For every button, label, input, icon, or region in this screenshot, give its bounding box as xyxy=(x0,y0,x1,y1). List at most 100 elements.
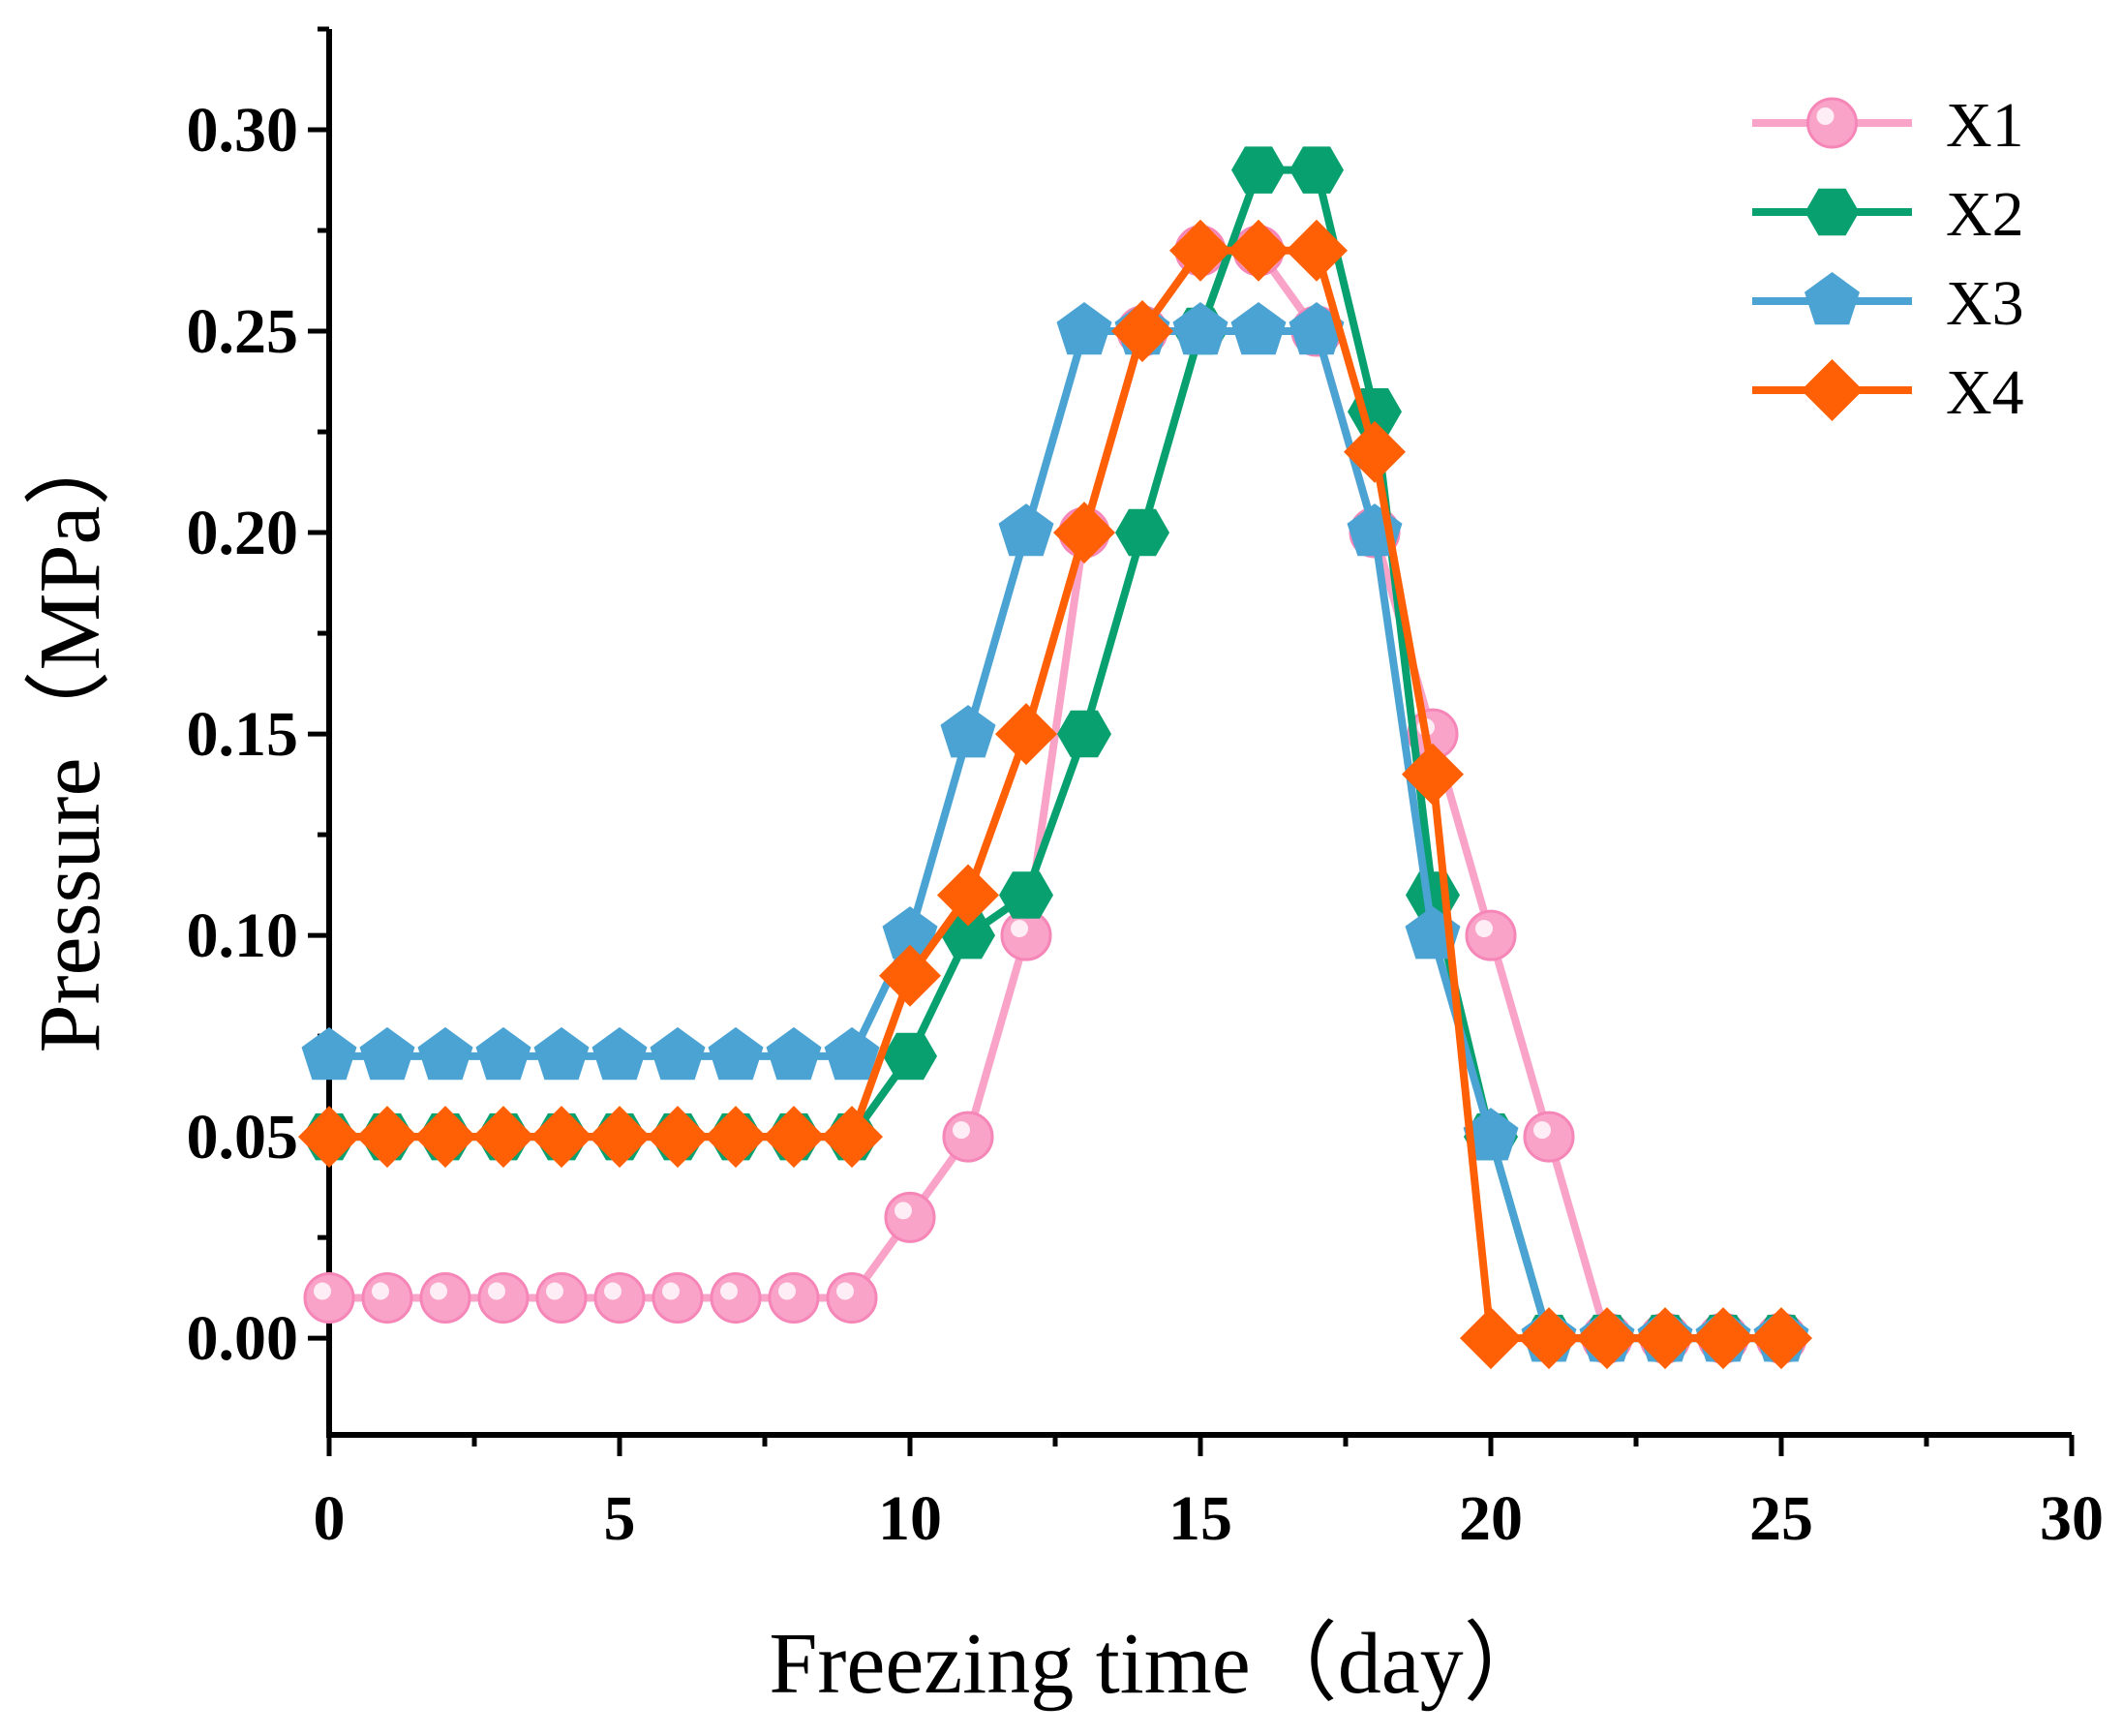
data-point-x1-body xyxy=(1523,1111,1575,1163)
legend-marker xyxy=(1806,97,1858,149)
data-point-x3 xyxy=(940,705,996,758)
data-point-x2 xyxy=(1231,146,1286,194)
data-point-x4 xyxy=(1286,219,1348,282)
axes: 0 5 10 15 20 25 30 0.00 0.05 0.10 0.15 0.20 0.25 0.30 xyxy=(187,26,2104,1554)
data-point-x1-body xyxy=(477,1272,530,1325)
data-point-x4 xyxy=(298,1106,360,1169)
legend-item-x2: X2 xyxy=(1752,179,2024,250)
data-point-x4 xyxy=(1576,1307,1638,1370)
data-point-x1 xyxy=(593,1272,646,1325)
data-point-x3 xyxy=(1289,302,1345,355)
legend-marker xyxy=(1805,272,1860,325)
data-point-x4 xyxy=(414,1106,476,1169)
data-point-x4 xyxy=(937,864,999,927)
legend-marker xyxy=(1805,188,1860,236)
legend-marker xyxy=(1801,359,1864,421)
data-point-x1-body xyxy=(1465,909,1517,961)
data-point-x3 xyxy=(1056,302,1112,355)
data-point-x4 xyxy=(1692,1307,1754,1370)
data-point-x4 xyxy=(1228,219,1289,282)
legend-label: X3 xyxy=(1946,268,2024,339)
data-point-x1 xyxy=(303,1272,355,1325)
data-point-x1-body xyxy=(884,1191,936,1243)
data-point-x1 xyxy=(710,1272,762,1325)
data-point-x4 xyxy=(647,1106,709,1169)
data-point-x1 xyxy=(652,1272,704,1325)
data-point-x3 xyxy=(1172,302,1228,355)
data-point-x1 xyxy=(826,1272,878,1325)
data-point-x3 xyxy=(591,1026,648,1081)
legend-item-x1: X1 xyxy=(1752,90,2024,161)
series-x3 xyxy=(301,302,1809,1362)
data-point-x2 xyxy=(1289,146,1344,194)
data-point-x4 xyxy=(1460,1307,1522,1370)
data-point-x1-highlight xyxy=(1011,920,1028,938)
y-tick-label: 0.00 xyxy=(187,1303,299,1374)
series-x1 xyxy=(303,225,1807,1364)
data-point-x1-highlight xyxy=(953,1121,970,1140)
data-point-x1 xyxy=(477,1272,530,1325)
data-point-x4 xyxy=(1518,1307,1580,1370)
y-tick-label: 0.20 xyxy=(187,498,299,568)
legend-label: X2 xyxy=(1946,179,2024,250)
data-point-x1-body xyxy=(826,1272,878,1325)
data-point-x2 xyxy=(1057,710,1111,758)
data-point-x1 xyxy=(1523,1111,1575,1163)
data-point-x1-highlight xyxy=(488,1282,505,1300)
data-point-x2 xyxy=(1115,508,1169,557)
x-axis-title: Freezing time（day） xyxy=(769,1616,1550,1712)
data-point-x1 xyxy=(942,1111,994,1163)
data-point-x1-highlight xyxy=(662,1282,680,1300)
x-tick-label: 20 xyxy=(1459,1483,1523,1554)
data-point-x3 xyxy=(824,1026,880,1081)
legend-marker-highlight xyxy=(1816,107,1835,125)
data-point-x4 xyxy=(995,703,1057,766)
data-point-x1-highlight xyxy=(778,1282,796,1300)
data-point-x4 xyxy=(531,1106,592,1169)
data-point-x3 xyxy=(359,1026,415,1081)
data-point-x3 xyxy=(533,1026,590,1081)
series-x4 xyxy=(298,219,1812,1370)
data-point-x4 xyxy=(1169,219,1231,282)
data-point-x3 xyxy=(475,1026,531,1081)
data-point-x4 xyxy=(1402,743,1464,806)
data-point-x1-highlight xyxy=(1533,1121,1551,1140)
y-tick-label: 0.25 xyxy=(187,296,299,367)
y-tick-label: 0.10 xyxy=(187,900,299,971)
legend-item-x4: X4 xyxy=(1752,357,2024,428)
data-point-x1 xyxy=(1000,909,1052,961)
data-point-x4 xyxy=(763,1106,825,1169)
data-point-x4 xyxy=(705,1106,767,1169)
data-point-x3 xyxy=(1230,302,1287,355)
x-tick-label: 10 xyxy=(878,1483,942,1554)
data-point-x3 xyxy=(998,503,1054,557)
data-point-x1-body xyxy=(303,1272,355,1325)
legend-marker-body xyxy=(1806,97,1858,149)
data-point-x3 xyxy=(708,1026,764,1081)
data-point-x4 xyxy=(1053,502,1115,564)
data-point-x1-body xyxy=(768,1272,820,1325)
data-point-x1-body xyxy=(710,1272,762,1325)
data-point-x4 xyxy=(356,1106,418,1169)
legend: X1 X2 X3 X4 xyxy=(1752,90,2024,428)
data-point-x4 xyxy=(879,944,941,1007)
data-point-x4 xyxy=(589,1106,651,1169)
data-point-x1-highlight xyxy=(372,1282,389,1300)
series-layer xyxy=(298,146,1812,1370)
data-point-x1-body xyxy=(361,1272,413,1325)
legend-label: X4 xyxy=(1946,357,2024,428)
data-point-x1 xyxy=(884,1191,936,1243)
y-tick-label: 0.15 xyxy=(187,699,299,770)
data-point-x4 xyxy=(821,1106,883,1169)
data-point-x1 xyxy=(1465,909,1517,961)
data-point-x1-body xyxy=(942,1111,994,1163)
data-point-x1 xyxy=(768,1272,820,1325)
data-point-x4 xyxy=(1111,300,1173,362)
data-point-x1-body xyxy=(419,1272,471,1325)
data-point-x3 xyxy=(1463,1108,1519,1161)
data-point-x4 xyxy=(1750,1307,1812,1370)
data-point-x1-highlight xyxy=(430,1282,447,1300)
legend-label: X1 xyxy=(1946,90,2024,161)
data-point-x1-highlight xyxy=(1475,920,1493,938)
